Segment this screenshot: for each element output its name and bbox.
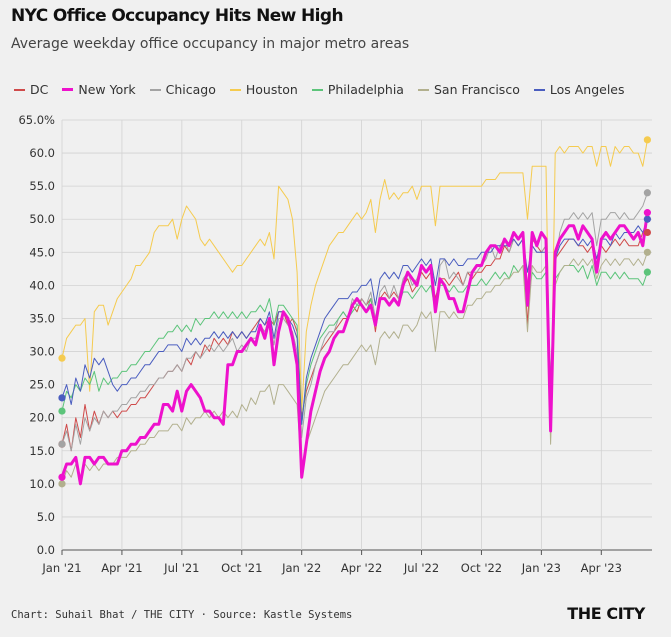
y-tick-label: 50.0 xyxy=(29,212,55,226)
x-tick-label: Apr '21 xyxy=(101,561,142,575)
y-tick-label: 25.0 xyxy=(29,378,55,392)
x-axis: Jan '21 Apr '21 Jul '21 Oct '21 Jan '22 Apr '… xyxy=(41,550,622,575)
start-point-los-angeles xyxy=(58,394,66,402)
legend-swatch xyxy=(533,88,545,91)
series-line-chicago xyxy=(61,192,648,452)
legend-item-philadelphia: Philadelphia xyxy=(311,82,404,97)
y-tick-label: 5.0 xyxy=(37,510,55,524)
y-tick-label: 55.0 xyxy=(29,179,55,193)
legend-swatch xyxy=(62,88,74,91)
start-point-chicago xyxy=(58,440,66,448)
legend-item-dc: DC xyxy=(14,82,48,97)
x-tick-label: Jan '23 xyxy=(521,561,561,575)
start-point-new-york xyxy=(58,473,66,481)
y-tick-label: 60.0 xyxy=(29,146,55,160)
legend-label: New York xyxy=(78,82,136,97)
series-line-philadelphia xyxy=(61,265,648,425)
y-tick-label: 15.0 xyxy=(29,444,55,458)
legend-swatch xyxy=(229,88,241,91)
chart-footer-credit: Chart: Suhail Bhat / THE CITY · Source: … xyxy=(11,609,353,621)
start-point-philadelphia xyxy=(58,407,66,415)
series-line-new-york xyxy=(60,211,649,486)
series-line-houston xyxy=(61,139,648,438)
chart-subtitle: Average weekday office occupancy in majo… xyxy=(11,36,410,52)
y-tick-label: 35.0 xyxy=(29,311,55,325)
legend-label: Los Angeles xyxy=(549,82,625,97)
chart-start-end-points xyxy=(58,136,651,488)
x-tick-label: Jan '22 xyxy=(281,561,321,575)
y-tick-label: 65.0% xyxy=(18,113,55,127)
legend-label: San Francisco xyxy=(433,82,520,97)
legend-item-houston: Houston xyxy=(229,82,298,97)
x-tick-label: Jan '21 xyxy=(41,561,81,575)
x-tick-label: Oct '21 xyxy=(221,561,262,575)
legend-swatch xyxy=(149,88,161,91)
legend-item-los-angeles: Los Angeles xyxy=(533,82,625,97)
series-line-san-francisco xyxy=(61,251,648,485)
legend-label: DC xyxy=(30,82,49,97)
y-tick-label: 10.0 xyxy=(29,477,55,491)
y-tick-label: 30.0 xyxy=(29,345,55,359)
legend-label: Philadelphia xyxy=(327,82,404,97)
x-tick-label: Apr '22 xyxy=(341,561,382,575)
y-tick-label: 0.0 xyxy=(37,543,55,557)
line-chart: 0.0 5.0 10.0 15.0 20.0 25.0 30.0 35.0 40.0 45.0 50… xyxy=(18,113,652,575)
brand-logo: THE CITY xyxy=(567,604,645,623)
y-tick-label: 40.0 xyxy=(29,278,55,292)
x-tick-label: Jul '22 xyxy=(403,561,439,575)
end-point-philadelphia xyxy=(643,268,651,276)
start-point-houston xyxy=(58,354,66,362)
end-point-san-francisco xyxy=(643,248,651,256)
end-point-chicago xyxy=(643,189,651,197)
end-point-dc xyxy=(643,228,651,237)
legend-swatch xyxy=(417,88,429,91)
end-point-new-york xyxy=(643,209,651,217)
x-tick-label: Jul '21 xyxy=(163,561,199,575)
y-axis: 0.0 5.0 10.0 15.0 20.0 25.0 30.0 35.0 40.0 45.0 50… xyxy=(18,113,55,557)
legend-label: Houston xyxy=(245,82,298,97)
chart-series xyxy=(60,139,649,486)
x-tick-label: Oct '22 xyxy=(461,561,502,575)
start-point-san-francisco xyxy=(58,480,66,488)
legend-swatch xyxy=(311,88,323,91)
x-tick-label: Apr '23 xyxy=(581,561,622,575)
y-tick-label: 20.0 xyxy=(29,411,55,425)
legend-swatch xyxy=(14,88,25,91)
chart-title: NYC Office Occupancy Hits New High xyxy=(11,6,344,26)
legend-item-new-york: New York xyxy=(62,82,136,97)
end-point-los-angeles xyxy=(643,215,651,223)
legend-label: Chicago xyxy=(165,82,216,97)
chart-legend: DC New York Chicago Houston Philadelphia San … xyxy=(14,82,625,97)
y-tick-label: 45.0 xyxy=(29,245,55,259)
end-point-houston xyxy=(643,136,651,144)
legend-item-san-francisco: San Francisco xyxy=(417,82,520,97)
chart-grid xyxy=(61,119,652,551)
legend-item-chicago: Chicago xyxy=(149,82,216,97)
